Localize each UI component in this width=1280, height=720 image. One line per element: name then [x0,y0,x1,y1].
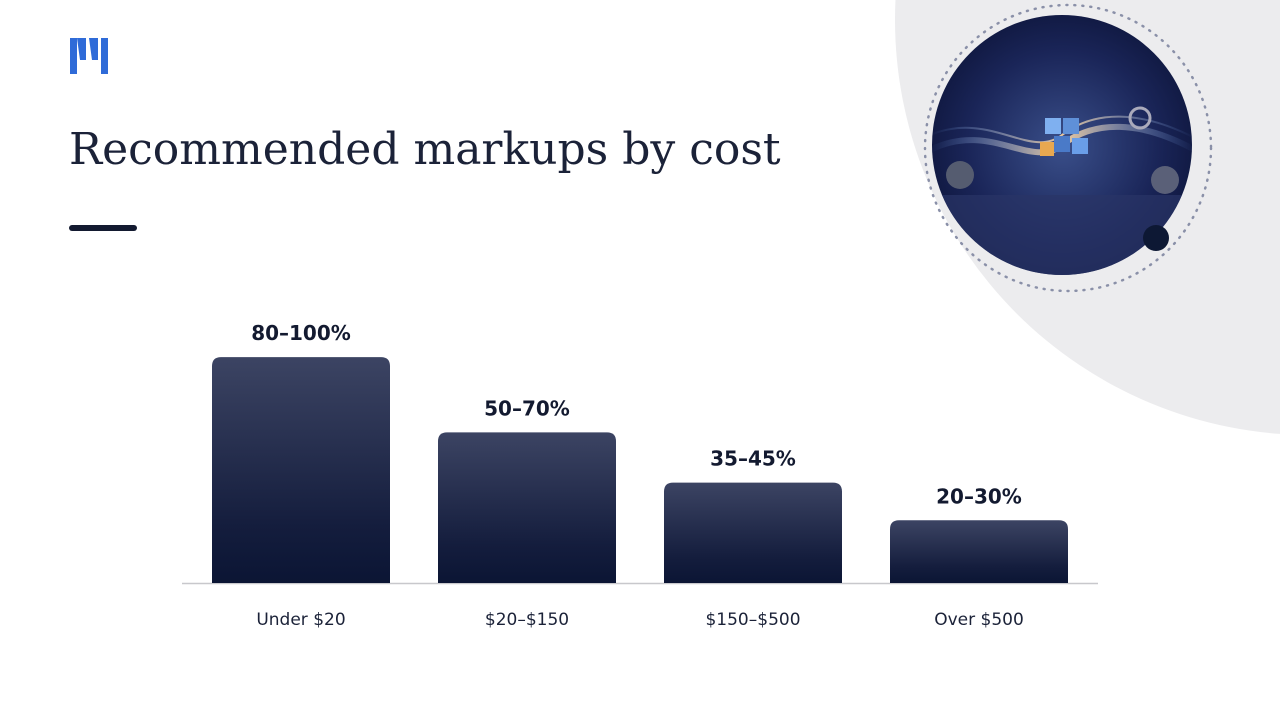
accent-dot [1143,225,1169,251]
slide-title: Recommended markups by cost [69,124,781,175]
value-label: 20–30% [936,484,1022,508]
x-tick-label: Over $500 [934,610,1024,630]
title-underline [69,225,137,231]
value-label: 35–45% [710,447,796,471]
x-tick-label: Under $20 [256,610,345,630]
bar [664,482,842,583]
bar [890,520,1068,583]
bar [212,357,390,583]
value-label: 80–100% [251,321,351,345]
dotted-ring [923,3,1213,293]
x-tick-label: $150–$500 [705,610,800,630]
logo [70,38,108,74]
x-tick-label: $20–$150 [485,610,569,630]
bar [438,432,616,583]
value-label: 50–70% [484,396,570,420]
